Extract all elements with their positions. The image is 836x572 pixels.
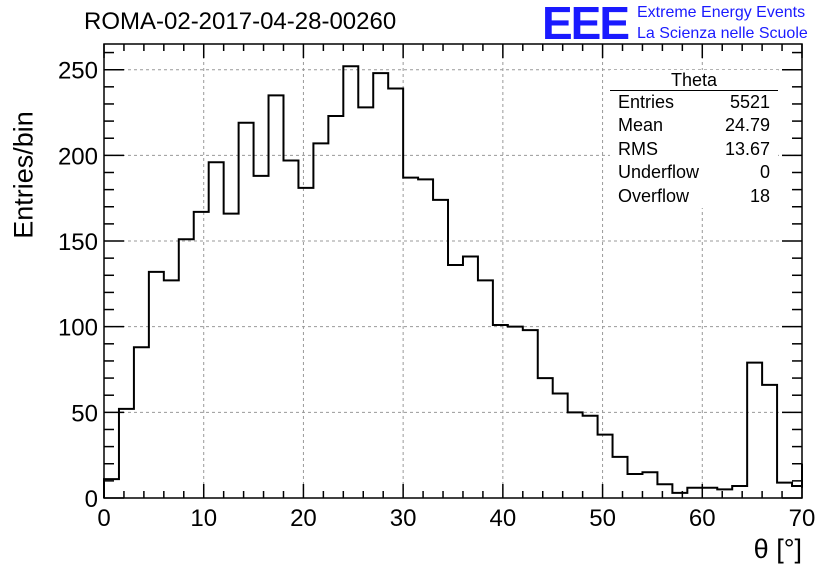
stats-value: 5521	[729, 92, 770, 112]
y-tick-label: 150	[58, 229, 98, 256]
x-tick-label: 40	[490, 505, 517, 532]
chart-title: ROMA-02-2017-04-28-00260	[84, 8, 397, 35]
grid-lines	[104, 44, 802, 498]
y-tick-label: 200	[58, 143, 98, 170]
tick-labels: 0 10 20 30 40 50 60 70 0 50 100 150 200 250	[58, 58, 815, 532]
eee-logo-mark: EEE	[542, 0, 630, 49]
x-tick-label: 70	[789, 505, 816, 532]
stats-label: Entries	[618, 92, 675, 112]
stats-name: Theta	[610, 70, 778, 91]
x-tick-label: 10	[190, 505, 217, 532]
y-tick-label: 0	[85, 486, 98, 513]
stats-row-mean: Mean 24.79	[610, 114, 778, 137]
y-tick-label: 100	[58, 315, 98, 342]
stats-label: Mean	[618, 115, 664, 136]
x-tick-label: 20	[290, 505, 317, 532]
logo-line-1: Extreme Energy Events	[637, 4, 806, 21]
x-axis-label: θ [°]	[753, 534, 802, 564]
stats-label: Overflow	[618, 185, 690, 206]
plot-frame	[103, 43, 803, 499]
stats-row-rms: RMS 13.67	[610, 138, 778, 161]
axis-ticks	[103, 44, 803, 499]
stats-row-underflow: Underflow 0	[610, 161, 778, 184]
x-tick-label: 60	[689, 505, 716, 532]
stats-row-overflow: Overflow 18	[610, 185, 778, 208]
stats-value: 0	[759, 162, 770, 183]
y-axis-label-text: Entries/bin	[8, 111, 39, 239]
y-tick-label: 50	[71, 400, 98, 427]
stats-value: 18	[749, 185, 770, 206]
stats-label: Underflow	[618, 162, 700, 183]
y-axis-label: Entries/bin	[4, 110, 44, 240]
stats-box: Theta Entries 5521 Mean 24.79 RMS 13.67 Und…	[610, 70, 778, 209]
stats-value: 13.67	[724, 138, 770, 159]
stats-row-entries: Entries 5521	[610, 91, 778, 114]
stats-label: RMS	[618, 138, 658, 159]
stats-value: 24.79	[724, 115, 770, 136]
x-tick-label: 50	[589, 505, 616, 532]
eee-logo-text: Extreme Energy Events La Scienza nelle S…	[637, 2, 808, 44]
histogram-line	[103, 65, 803, 498]
x-tick-label: 0	[97, 505, 110, 532]
logo-line-2: La Scienza nelle Scuole	[637, 25, 808, 42]
x-tick-label: 30	[390, 505, 417, 532]
y-tick-label: 250	[58, 58, 98, 85]
